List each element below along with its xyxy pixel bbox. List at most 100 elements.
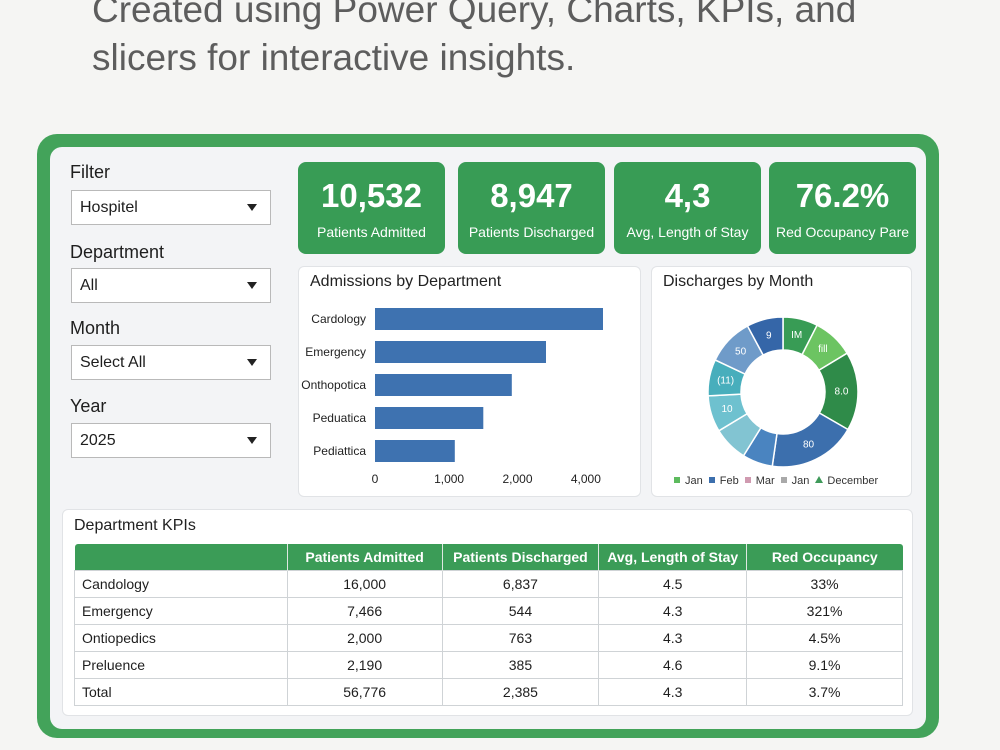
kpi-card-patients-admitted: 10,532 Patients Admitted [298,162,445,254]
department-label: Department [70,242,165,262]
hospital-slicer[interactable]: Hospitel [71,190,271,225]
kpi-value: 10,532 [321,177,422,214]
discharges-donut-chart: IM fill 8.0 80 10 (11) 50 9 [707,316,859,468]
bar-category-label: Emergency [305,345,366,359]
kpi-card-bed-occupancy: 76.2% Red Occupancy Pare [769,162,916,254]
legend-swatch [674,477,680,483]
donut-slice-label: 50 [735,347,747,358]
table-cell-department: Ontiopedics [74,624,288,652]
kpi-label: Patients Discharged [468,224,595,240]
legend-label: Jan [791,475,810,487]
bar[interactable] [375,440,455,462]
table-cell: 33% [746,570,903,598]
table-cell: 4.3 [598,678,748,706]
donut-slice-label: 80 [803,440,815,451]
legend-item[interactable]: Mar [744,475,775,487]
table-cell-department: Emergency [74,597,288,625]
legend-swatch [744,477,751,483]
filter-heading: Filter [70,162,110,182]
table-cell: 385 [441,651,600,679]
donut-legend: Jan Feb Mar Jan December [674,475,884,487]
legend-label: Mar [755,475,775,487]
x-tick-label: 0 [372,472,379,486]
legend-item[interactable]: December [815,475,878,487]
table-cell: 4.3 [598,624,748,652]
donut-slice-label: (11) [717,376,734,387]
legend-label: December [827,475,879,487]
table-cell: 6,837 [441,570,600,598]
kpi-value: 4,3 [664,177,711,214]
donut-slice-label: fill [818,344,827,355]
year-slicer-value: 2025 [80,432,116,449]
table-cell: 56,776 [286,678,443,706]
column-header[interactable]: Patients Admitted [287,544,443,571]
donut-slice[interactable] [746,316,784,357]
table-cell-department: Total [74,678,288,706]
table-row: Total 56,776 2,385 4.3 3.7% [74,678,903,706]
table-cell: 16,000 [286,570,443,598]
table-row: Ontiopedics 2,000 763 4.3 4.5% [74,624,903,652]
x-tick-label: 2,000 [502,472,532,486]
legend-swatch [780,477,787,483]
department-kpis-card: Department KPIs Patients Admitted Patien… [62,509,913,716]
table-cell: 321% [746,597,903,625]
x-tick-label: 1,000 [434,472,464,486]
chevron-down-icon [247,437,257,444]
table-row: Candology 16,000 6,837 4.5 33% [74,570,903,598]
column-header[interactable]: Avg, Length of Stay [598,544,748,571]
table-cell: 3.7% [746,678,903,706]
department-slicer[interactable]: All [71,268,271,303]
department-slicer-value: All [80,277,98,294]
discharges-chart-card: Discharges by Month IM fill 8.0 80 10 (11) 50 9… [651,266,912,497]
table-cell: 544 [441,597,600,625]
triangle-icon [815,476,824,483]
bar[interactable] [375,407,484,429]
department-kpis-title: Department KPIs [74,517,196,534]
month-slicer-value: Select All [80,354,146,371]
chevron-down-icon [247,282,257,289]
department-kpis-table: Patients Admitted Patients Discharged Av… [74,544,903,706]
legend-item[interactable]: Feb [708,475,739,487]
table-cell-department: Preluence [74,651,288,679]
legend-label: Jan [685,475,703,487]
kpi-card-patients-discharged: 8,947 Patients Discharged [458,162,605,254]
bar-category-label: Pediattica [313,444,366,458]
kpi-card-avg-length-of-stay: 4,3 Avg, Length of Stay [614,162,761,254]
bar-category-label: Peduatica [313,411,367,425]
table-cell: 9.1% [746,651,903,679]
table-cell: 7,466 [286,597,443,625]
kpi-value: 8,947 [490,177,573,214]
legend-label: Feb [719,475,739,487]
table-cell: 2,385 [441,678,600,706]
month-slicer[interactable]: Select All [71,345,271,380]
discharges-chart-title: Discharges by Month [663,273,814,290]
donut-slice-label: 8.0 [835,386,849,397]
column-header[interactable] [74,544,288,571]
table-cell: 4.5 [598,570,748,598]
bar[interactable] [375,308,603,330]
chevron-down-icon [247,204,257,211]
bar-category-label: Cardology [311,312,366,326]
bar[interactable] [375,341,546,363]
table-cell: 4.6 [598,651,748,679]
column-header[interactable]: Patients Discharged [442,544,600,571]
kpi-value: 76.2% [795,177,890,214]
column-header[interactable]: Red Occupancy [746,544,903,571]
donut-slice-label: IM [791,330,802,341]
year-slicer[interactable]: 2025 [71,423,271,458]
table-cell: 2,190 [286,651,443,679]
table-row: Preluence 2,190 385 4.6 9.1% [74,651,903,679]
table-header-row: Patients Admitted Patients Discharged Av… [74,544,903,571]
bar[interactable] [375,374,512,396]
chevron-down-icon [247,359,257,366]
table-cell-department: Candology [74,570,288,598]
table-cell: 763 [441,624,600,652]
legend-item[interactable]: Jan [780,475,810,487]
x-tick-label: 4,000 [571,472,601,486]
table-cell: 4.3 [598,597,748,625]
page-title: Created using Power Query, Charts, KPIs,… [92,0,857,78]
kpi-label: Avg, Length of Stay [626,224,749,240]
legend-item[interactable]: Jan [674,475,703,487]
month-label: Month [70,318,121,338]
kpi-label: Red Occupancy Pare [775,224,910,240]
